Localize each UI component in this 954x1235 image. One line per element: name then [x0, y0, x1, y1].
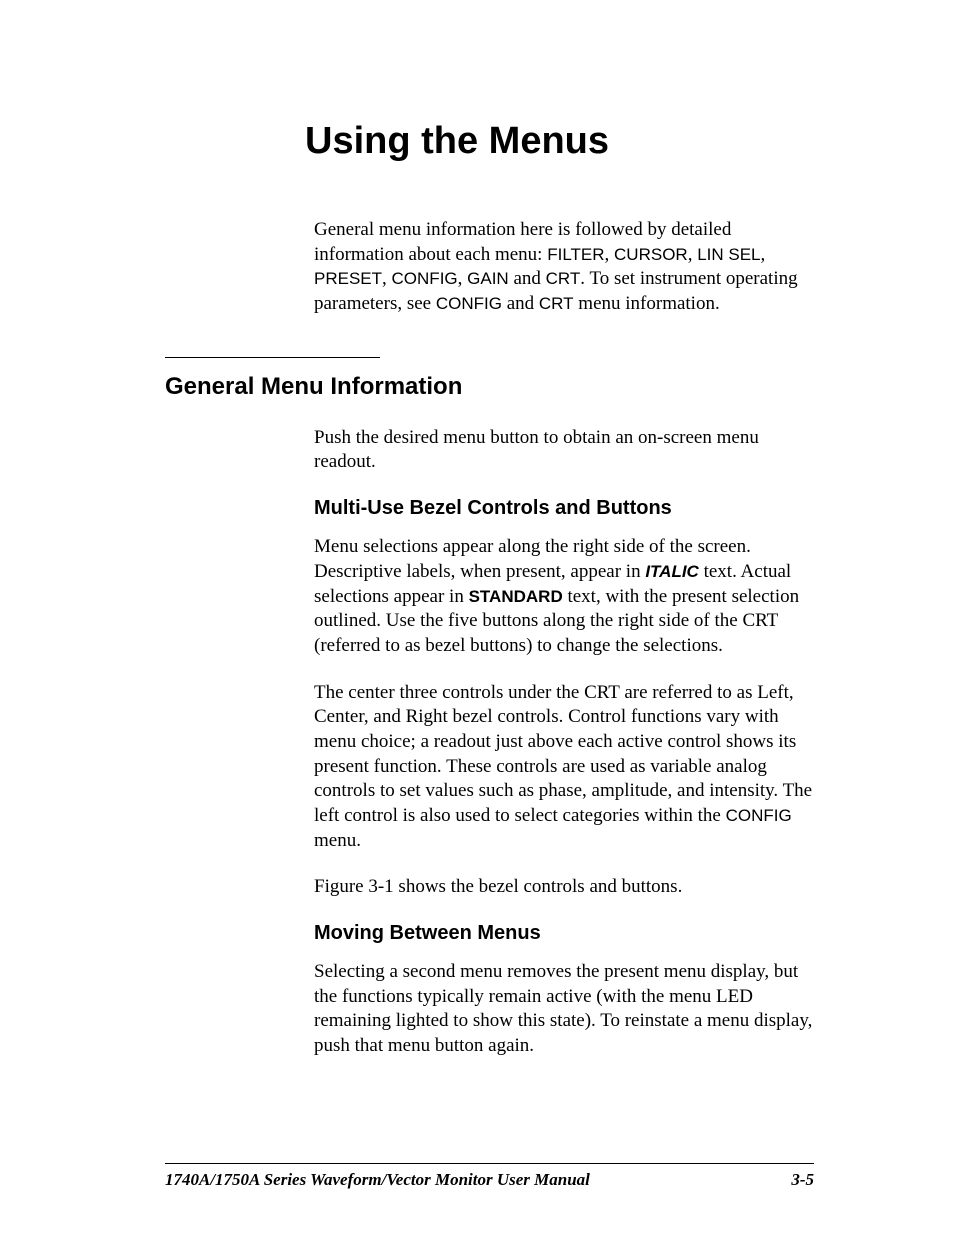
footer-content: 1740A/1750A Series Waveform/Vector Monit… [165, 1170, 814, 1190]
subsection1-paragraph2: The center three controls under the CRT … [314, 681, 814, 854]
subsection-heading-moving: Moving Between Menus [314, 922, 814, 945]
sub1-p2-text-0: The center three controls under the CRT … [314, 682, 812, 826]
sub1-p2-text-2: menu. [314, 830, 361, 851]
intro-text-10: , [458, 268, 468, 289]
menu-name-crt-2: CRT [539, 294, 574, 313]
menu-name-config-2: CONFIG [436, 294, 502, 313]
intro-text-4: , [688, 244, 698, 265]
subsection1-paragraph1: Menu selections appear along the right s… [314, 535, 814, 658]
chapter-title: Using the Menus [305, 120, 814, 163]
menu-name-linsel: LIN SEL [697, 245, 760, 264]
intro-text-8: , [382, 268, 392, 289]
intro-text-2: , [605, 244, 615, 265]
intro-paragraph: General menu information here is followe… [314, 218, 814, 317]
section1-paragraph1: Push the desired menu button to obtain a… [314, 426, 814, 475]
subsection2-paragraph1: Selecting a second menu removes the pres… [314, 960, 814, 1059]
footer-page-number: 3-5 [791, 1170, 814, 1190]
footer-divider [165, 1163, 814, 1164]
italic-label: ITALIC [645, 562, 699, 581]
page-footer: 1740A/1750A Series Waveform/Vector Monit… [165, 1163, 814, 1190]
footer-manual-title: 1740A/1750A Series Waveform/Vector Monit… [165, 1170, 590, 1190]
subsection1-paragraph3: Figure 3-1 shows the bezel controls and … [314, 875, 814, 900]
standard-label: STANDARD [469, 587, 563, 606]
menu-name-config: CONFIG [392, 269, 458, 288]
intro-text-12: and [509, 268, 546, 289]
menu-name-crt: CRT [546, 269, 581, 288]
intro-text-6: , [761, 244, 766, 265]
intro-text-16: and [502, 293, 539, 314]
intro-text-18: menu information. [574, 293, 720, 314]
section-divider [165, 357, 380, 358]
menu-name-filter: FILTER [547, 245, 604, 264]
menu-name-gain: GAIN [467, 269, 509, 288]
subsection-heading-bezel: Multi-Use Bezel Controls and Buttons [314, 497, 814, 520]
menu-name-preset: PRESET [314, 269, 382, 288]
section-heading-general: General Menu Information [165, 373, 814, 401]
menu-name-config-3: CONFIG [726, 806, 792, 825]
menu-name-cursor: CURSOR [614, 245, 688, 264]
